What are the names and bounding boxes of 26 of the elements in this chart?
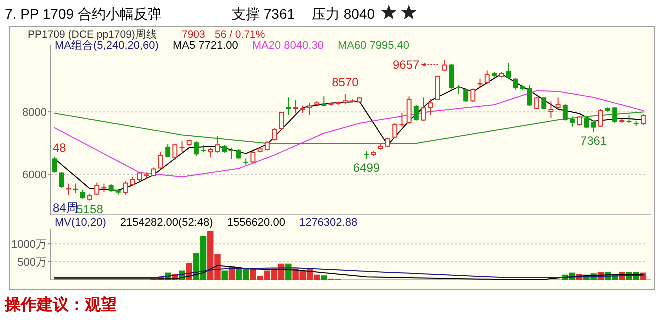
text: MA20 8040.30 [252, 40, 324, 52]
text: 支撑 7361 [232, 6, 296, 22]
annotation: 5158 [76, 202, 104, 217]
text: MA60 7995.40 [338, 40, 410, 52]
text: 56 / 0.71% [215, 29, 266, 41]
text: 操作建议：观望 [4, 296, 117, 314]
text: 1556620.00 [227, 217, 286, 229]
y-tick-label: 6000 [22, 169, 47, 182]
text: MV(10,20) [55, 217, 106, 229]
y-tick-label: 1000万 [12, 239, 47, 252]
text: MA5 7721.00 [172, 40, 238, 52]
annotation: 84周 [53, 201, 78, 215]
text: 2154282.00(52:48) [120, 217, 214, 229]
annotation: 6499 [353, 160, 380, 175]
text: 7903 [182, 29, 206, 41]
text: 压力 8040 [312, 6, 376, 22]
chart-title: 7. PP 1709 合约小幅反弹 [5, 6, 162, 22]
y-tick-label: 8000 [22, 107, 47, 120]
chart-subtitle: PP1709 (DCE pp1709)周线 [28, 28, 158, 41]
annotation: 8570 [332, 75, 360, 90]
annotation: 9657 [393, 58, 420, 72]
y-tick-label: 500万 [18, 257, 47, 270]
text: 1276302.88 [299, 217, 358, 229]
annotation: 7361 [580, 134, 608, 148]
annotation: 48 [53, 141, 67, 155]
annotation: MA组合(5,240,20,60) [55, 39, 159, 52]
